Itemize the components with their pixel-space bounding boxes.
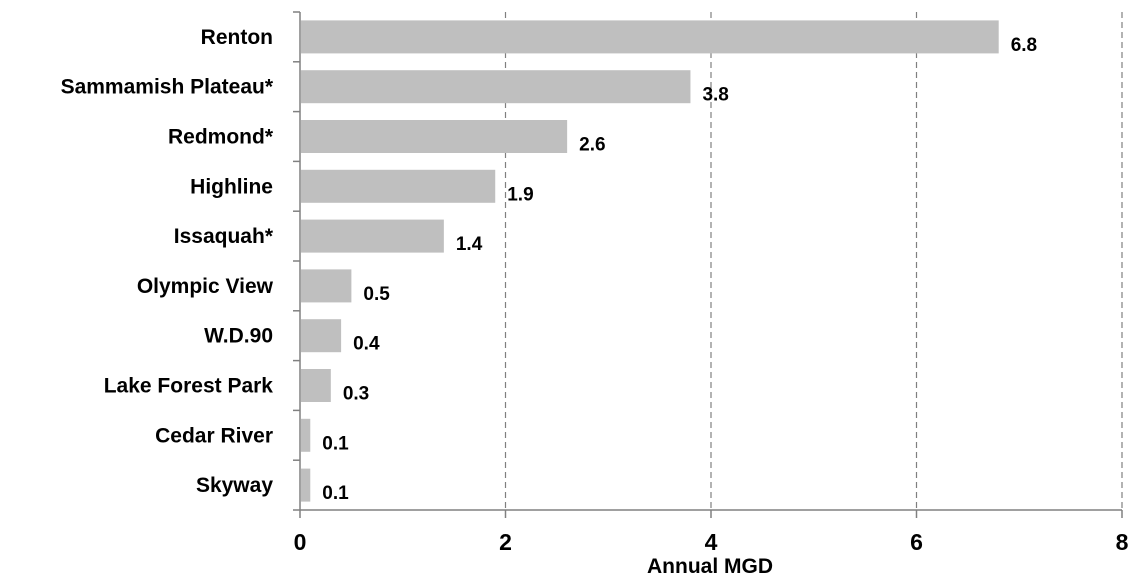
category-label: W.D.90 (204, 325, 273, 348)
value-label: 0.3 (343, 384, 369, 405)
x-tick-label: 8 (1116, 529, 1129, 555)
bar-5 (301, 269, 352, 303)
value-label: 2.6 (579, 135, 605, 156)
value-label: 1.4 (456, 234, 483, 255)
x-axis-title: Annual MGD (647, 555, 773, 576)
value-label: 1.9 (507, 184, 533, 205)
bar-0 (301, 20, 999, 54)
value-label: 6.8 (1011, 35, 1037, 56)
value-label: 0.1 (322, 483, 349, 504)
x-tick-label: 2 (499, 529, 512, 555)
x-tick-label: 6 (910, 529, 923, 555)
labels-layer: Renton 6.8 Sammamish Plateau* 3.8 Redmond* 2.… (61, 26, 1129, 555)
axis-layer (293, 11, 1123, 518)
bar-9 (301, 468, 311, 502)
x-tick-label: 4 (705, 529, 718, 555)
category-label: Renton (201, 26, 273, 49)
bar-1 (301, 70, 691, 104)
category-label: Issaquah* (174, 225, 274, 248)
category-label: Skyway (196, 474, 273, 497)
value-label: 0.1 (322, 433, 349, 454)
bar-3 (301, 169, 496, 203)
value-label: 0.4 (353, 334, 380, 355)
x-tick-label: 0 (294, 529, 307, 555)
bar-4 (301, 219, 444, 253)
category-label: Redmond* (168, 126, 274, 149)
bar-2 (301, 120, 568, 153)
value-label: 0.5 (363, 284, 390, 305)
bar-6 (301, 319, 342, 353)
bar-8 (301, 418, 311, 452)
category-label: Highline (190, 175, 273, 198)
bars-layer (301, 20, 999, 502)
category-label: Olympic View (137, 275, 274, 298)
category-label: Cedar River (155, 424, 273, 447)
category-label: Sammamish Plateau* (61, 76, 274, 99)
category-label: Lake Forest Park (104, 375, 274, 398)
value-label: 3.8 (702, 85, 728, 106)
bar-7 (301, 369, 331, 402)
